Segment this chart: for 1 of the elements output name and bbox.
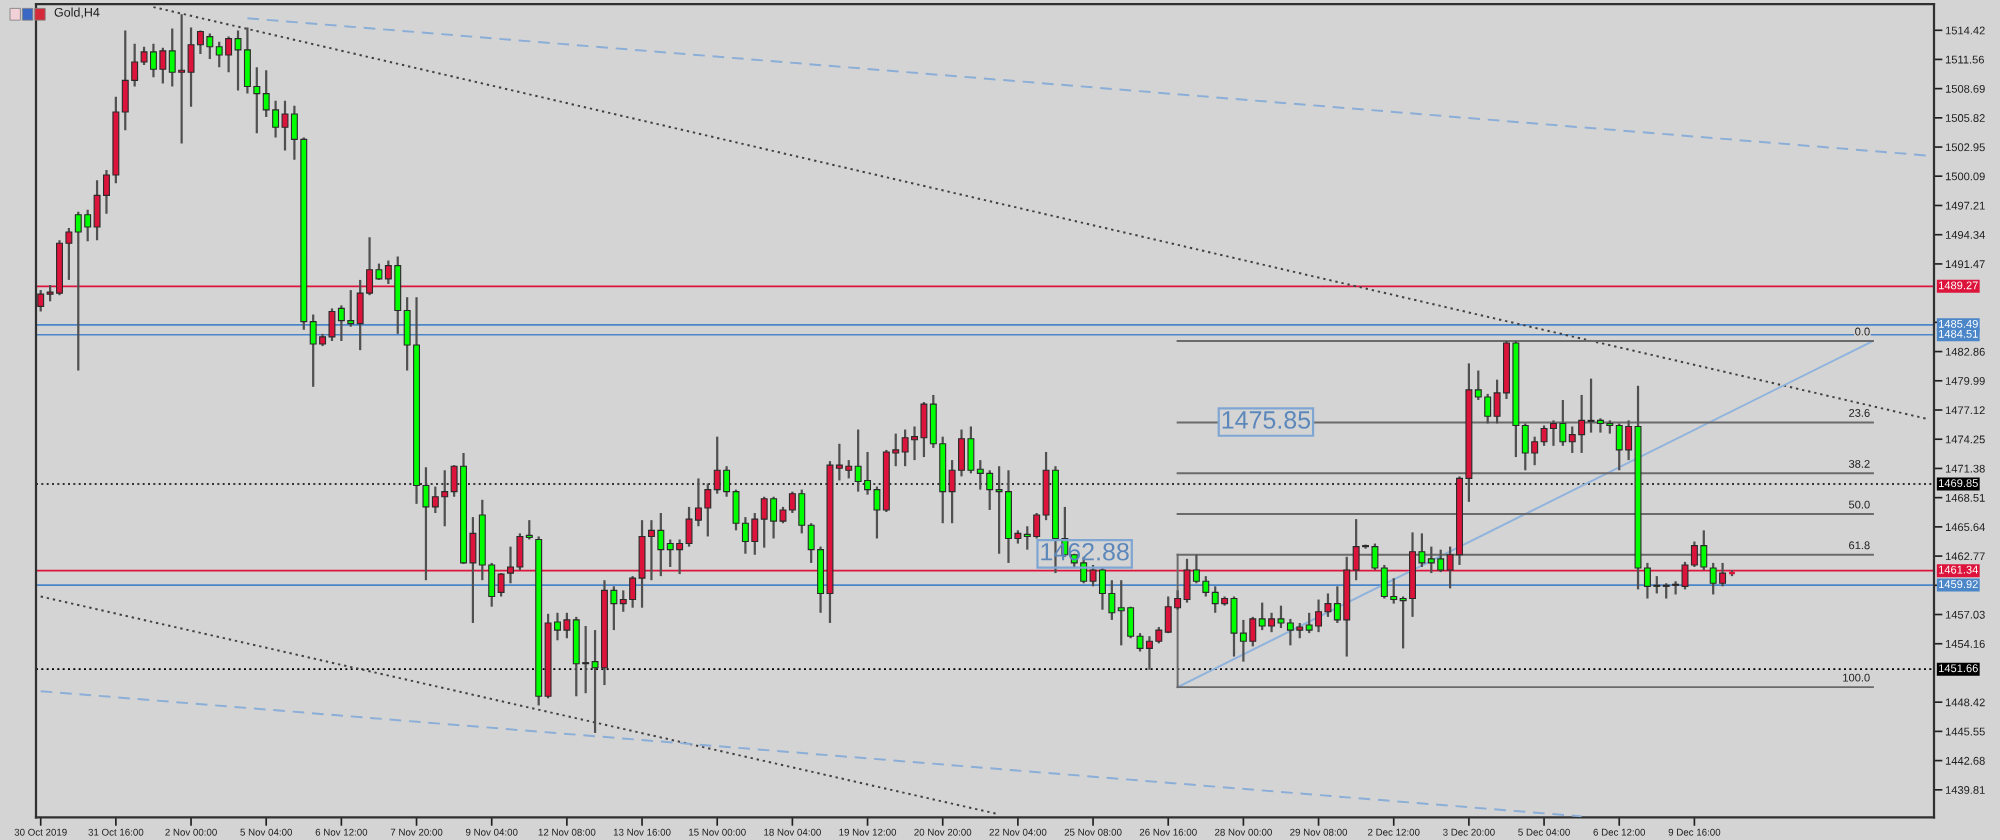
annotation: 1475.85: [1222, 411, 1311, 429]
